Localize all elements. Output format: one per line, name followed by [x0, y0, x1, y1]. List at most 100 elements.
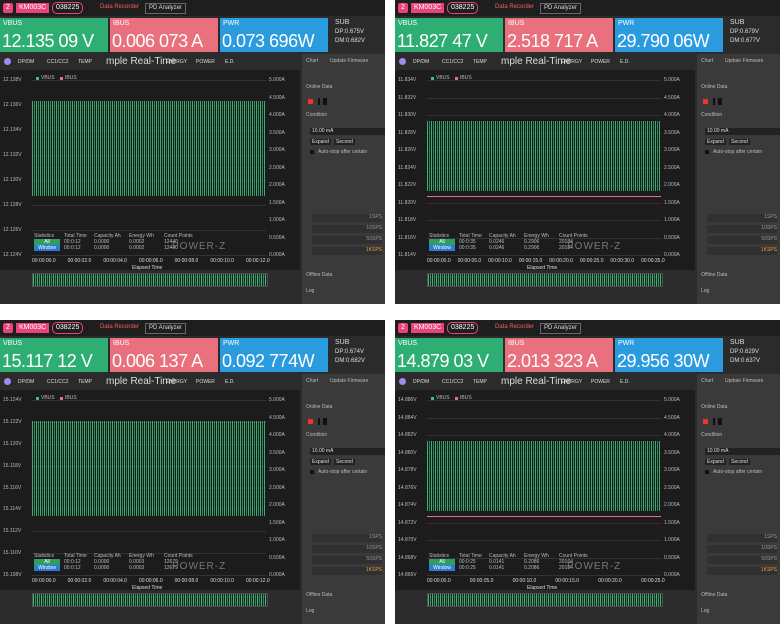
side-panel: Chart Update Firmware Online Data Condition…: [697, 54, 780, 304]
y2-tick-label: 1.500A: [269, 519, 285, 526]
vbus-box: VBUS 15.117 12 V: [0, 338, 108, 372]
x-tick-label: 00:00:20.0: [598, 578, 622, 584]
y2-tick-label: 1.500A: [664, 519, 680, 526]
stats-cell: 20164: [559, 565, 573, 571]
stats-cell: 00:0:35: [459, 245, 476, 251]
x-tick-label: 00:00:15.0: [555, 578, 580, 584]
y-tick-label: 14.886V: [398, 397, 417, 403]
y2-tick-label: 0.500A: [664, 554, 680, 561]
tab: mple Real-Time: [106, 56, 177, 67]
grid-line: [427, 435, 661, 436]
stats-header: Total Time: [64, 553, 87, 559]
y-tick-label: 15.108V: [3, 572, 22, 578]
y-tick-label: 12.130V: [3, 177, 22, 183]
x-tick-label: 00:00:10.0: [210, 578, 234, 584]
stats-row-label: Window: [34, 565, 60, 571]
y2-tick-label: 3.500A: [664, 449, 680, 456]
y2-tick-label: 3.000A: [269, 467, 285, 473]
stats-header: Statistics: [429, 233, 450, 239]
autostop-label: Auto-stop after certain: [713, 149, 763, 155]
condition-label: Condition: [701, 112, 723, 118]
y-tick-label: 14.884V: [398, 414, 417, 421]
y2-tick-label: 4.500A: [269, 94, 285, 101]
stats-header: Statistics: [429, 553, 450, 559]
tab: POWER: [591, 379, 610, 385]
y2-tick-label: 2.500A: [269, 484, 285, 491]
y-tick-label: 15.114V: [3, 506, 22, 513]
sub-label: SUB: [730, 339, 745, 346]
x-tick-label: 00:00:10.0: [512, 578, 537, 584]
log-label: Log: [306, 288, 315, 294]
tab: TEMP: [78, 59, 92, 65]
y-tick-label: 11.828V: [398, 129, 417, 136]
y-tick-label: 14.878V: [398, 467, 417, 473]
vbus-waveform: [427, 441, 661, 511]
ibus-line: [427, 516, 661, 517]
record-button: [703, 419, 708, 424]
y-tick-label: 11.814V: [398, 252, 417, 258]
rate-option: 50SPS: [707, 236, 777, 244]
threshold-input: 10.00 mA: [310, 448, 385, 455]
ibus-box: IBUS 2.013 323 A: [505, 338, 613, 372]
stats-cell: 20184: [559, 239, 573, 245]
side-tab: Chart: [701, 58, 714, 64]
tab: POWER: [196, 59, 215, 65]
online-label: Online Data: [701, 84, 728, 90]
stats-cell: 0.0000: [94, 239, 110, 245]
grid-line: [427, 575, 661, 576]
offline-label: Offline Data: [701, 272, 728, 278]
pwr-box: PWR 0.092 774W: [220, 338, 328, 372]
x-axis-title: Elapsed Time: [132, 585, 163, 591]
autostop-check: [310, 150, 314, 154]
overview-strip: [427, 593, 663, 607]
y-tick-label: 14.872V: [398, 519, 417, 526]
rate-option: 10SPS: [707, 545, 777, 553]
ibus-box: IBUS 2.518 717 A: [505, 18, 613, 52]
y-tick-label: 15.122V: [3, 418, 22, 425]
grid-line: [427, 522, 661, 524]
top-bar: [395, 0, 780, 16]
y2-tick-label: 3.000A: [269, 147, 285, 153]
stats-cell: 00:0:25: [459, 565, 476, 571]
app-window: 2 KM003C 038225 Data Recorder PD Analyzer VBU…: [0, 0, 385, 304]
y-tick-label: 14.874V: [398, 502, 417, 508]
stats-cell: 00:0:35: [459, 239, 476, 245]
vbus-box: VBUS 11.827 47 V: [395, 18, 503, 52]
grid-line: [32, 553, 266, 555]
legend-vbus-dot: [36, 77, 39, 80]
stats-cell: 00:0:12: [64, 565, 81, 571]
dp-value: DP:0.679V: [730, 29, 760, 35]
stats-cell: 12440: [164, 245, 178, 251]
grid-line: [427, 237, 661, 239]
autostop-check: [705, 150, 709, 154]
stats-cell: 0.2086: [524, 559, 540, 565]
pwr-value: 0.092 774W: [222, 351, 315, 371]
tab: E.D.: [620, 59, 630, 65]
tab: E.D.: [225, 59, 235, 65]
y2-tick-label: 2.000A: [664, 502, 680, 508]
sub-label: SUB: [335, 19, 350, 26]
ibus-label: IBUS: [113, 340, 130, 347]
rate-option: 1SPS: [707, 534, 777, 542]
online-label: Online Data: [701, 404, 728, 410]
y2-tick-label: 2.000A: [269, 182, 285, 188]
y-tick-label: 15.124V: [3, 397, 22, 403]
rate-option: 1KSPS: [707, 567, 777, 575]
pwr-box: PWR 29.790 06W: [615, 18, 723, 52]
ibus-line: [427, 196, 661, 197]
x-tick-label: 00:00:20.0: [549, 258, 573, 264]
y2-tick-label: 3.000A: [664, 467, 680, 473]
grid-line: [32, 80, 266, 81]
y2-tick-label: 2.500A: [664, 484, 680, 491]
recorder-tab: Data Recorder: [100, 4, 140, 10]
stats-header: Statistics: [34, 553, 55, 559]
grid-line: [427, 417, 661, 419]
side-tab: Chart: [306, 58, 319, 64]
brand-watermark: POWER-Z: [567, 241, 622, 252]
y2-tick-label: 4.000A: [269, 112, 285, 118]
recorder-tab: Data Recorder: [495, 324, 535, 330]
stats-row-label: All: [34, 239, 60, 245]
pause-button: [318, 98, 323, 105]
pause-button: [713, 98, 718, 105]
y-tick-label: 11.820V: [398, 199, 417, 206]
